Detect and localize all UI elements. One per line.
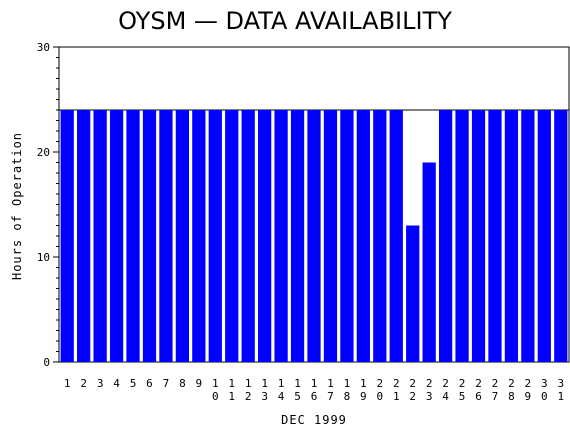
y-axis-title: Hours of Operation: [10, 132, 24, 280]
bar-day-8: [175, 110, 190, 362]
bar-day-15: [290, 110, 305, 362]
x-tick-label: 1: [64, 377, 71, 390]
bar-day-3: [93, 110, 107, 362]
bar-day-10: [208, 110, 222, 362]
x-tick-label: 4: [113, 377, 120, 390]
bar-day-24: [438, 110, 453, 362]
chart-title: OYSM — DATA AVAILABILITY: [118, 7, 452, 35]
bar-day-23: [422, 162, 436, 362]
bar-day-7: [159, 110, 173, 362]
bar-day-22: [406, 225, 420, 362]
x-tick-label: 6: [146, 377, 153, 390]
bar-day-26: [471, 110, 486, 362]
y-tick-label: 10: [37, 251, 50, 264]
bar-day-5: [126, 110, 140, 362]
y-tick-label: 30: [37, 41, 50, 54]
y-tick-label: 0: [43, 356, 50, 369]
bar-day-13: [258, 110, 272, 362]
bar-day-20: [373, 110, 387, 362]
bar-day-12: [241, 110, 255, 362]
x-tick-label: 9: [196, 377, 203, 390]
bar-day-11: [225, 110, 239, 362]
bar-day-30: [537, 110, 551, 362]
bar-day-19: [356, 110, 370, 362]
bar-day-29: [521, 110, 535, 362]
bar-day-25: [455, 110, 469, 362]
x-tick-label: 3: [97, 377, 104, 390]
x-tick-label: 5: [130, 377, 137, 390]
bar-day-2: [77, 110, 91, 362]
bar-day-17: [323, 110, 338, 362]
bar-day-1: [60, 110, 74, 362]
bar-day-16: [307, 110, 321, 362]
bar-day-18: [340, 110, 354, 362]
bar-day-6: [142, 110, 157, 362]
bar-day-21: [389, 110, 403, 362]
y-tick-label: 20: [37, 146, 50, 159]
x-tick-label: 2: [80, 377, 87, 390]
x-tick-label: 7: [163, 377, 170, 390]
bar-day-9: [192, 110, 206, 362]
bar-day-28: [504, 110, 519, 362]
bar-day-27: [488, 110, 502, 362]
bar-day-4: [109, 110, 124, 362]
bar-day-31: [554, 110, 568, 362]
x-axis-title: DEC 1999: [281, 413, 347, 427]
x-tick-label: 8: [179, 377, 186, 390]
bar-day-14: [274, 110, 288, 362]
